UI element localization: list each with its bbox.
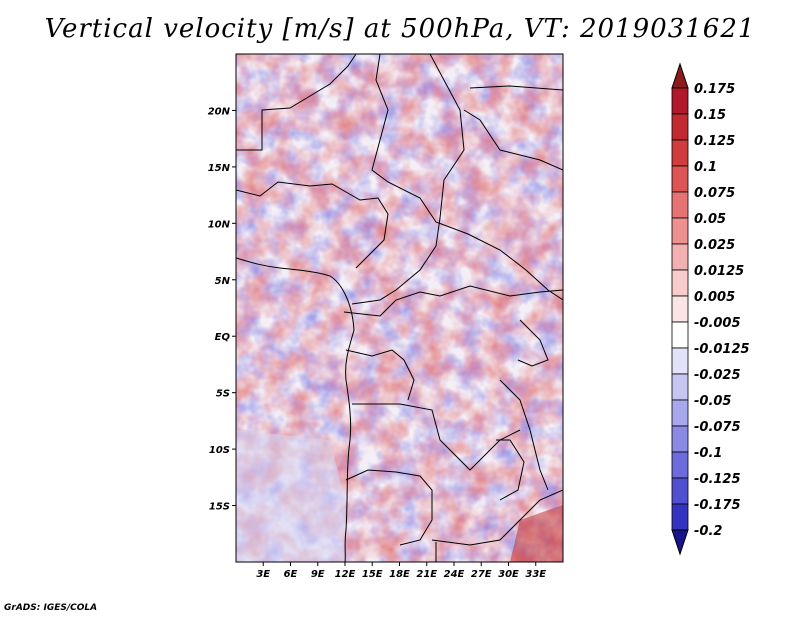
- colorbar-label: -0.1: [694, 446, 722, 461]
- colorbar-segment: [671, 373, 689, 401]
- colorbar-segment: [671, 243, 689, 271]
- colorbar-label: -0.005: [694, 316, 741, 331]
- colorbar-segment: [671, 399, 689, 427]
- country-borders: [236, 54, 563, 562]
- colorbar: 0.175 0.15 0.125 0.1 0.075 0.05 0.025 0.0125 0.0…: [671, 62, 750, 556]
- colorbar-label: 0.175: [694, 82, 735, 97]
- colorbar-segment: [671, 165, 689, 193]
- lon-tick-label: 12E: [335, 569, 356, 580]
- lat-tick-label: 10N: [208, 219, 231, 230]
- map-title: Vertical velocity [m/s] at 500hPa, VT: 2…: [44, 14, 756, 44]
- colorbar-label: 0.15: [694, 108, 726, 123]
- lon-tick-label: 24E: [444, 569, 465, 580]
- lon-tick-label: 3E: [256, 569, 270, 580]
- lat-tick-label: 15N: [208, 163, 231, 174]
- lat-tick-label: 20N: [208, 106, 231, 117]
- colorbar-label: 0.0125: [694, 264, 744, 279]
- colorbar-segment: [671, 139, 689, 167]
- colorbar-label: 0.025: [694, 238, 735, 253]
- lat-tick-label: 5S: [216, 389, 230, 400]
- colorbar-segment: [671, 217, 689, 245]
- colorbar-segment: [671, 425, 689, 453]
- colorbar-segment: [671, 295, 689, 323]
- lon-tick-label: 6E: [284, 569, 298, 580]
- lon-tick-label: 27E: [471, 569, 492, 580]
- grads-credit: GrADS: IGES/COLA: [4, 603, 98, 613]
- colorbar-label: -0.025: [694, 368, 741, 383]
- lat-tick-label: 5N: [215, 276, 231, 287]
- colorbar-label: 0.1: [694, 160, 717, 175]
- lon-tick-label: 33E: [525, 569, 546, 580]
- lon-tick-label: 21E: [416, 569, 437, 580]
- longitude-ticks: 3E 6E 9E 12E 15E 18E 21E 24E 27E 30E 33E: [256, 562, 546, 580]
- lon-tick-label: 30E: [498, 569, 519, 580]
- colorbar-segment: [671, 191, 689, 219]
- colorbar-label: -0.175: [694, 498, 741, 513]
- lat-tick-label: EQ: [215, 332, 231, 343]
- colorbar-label: 0.125: [694, 134, 735, 149]
- colorbar-segment: [671, 477, 689, 505]
- lon-tick-label: 15E: [362, 569, 383, 580]
- colorbar-label: -0.075: [694, 420, 741, 435]
- map-field: [236, 54, 563, 562]
- colorbar-label: 0.05: [694, 212, 726, 227]
- colorbar-label: 0.005: [694, 290, 735, 305]
- colorbar-segment: [671, 503, 689, 531]
- colorbar-segment: [671, 321, 689, 349]
- colorbar-label: -0.05: [694, 394, 731, 409]
- lon-tick-label: 18E: [389, 569, 410, 580]
- colorbar-min-arrow: [671, 529, 689, 556]
- colorbar-segment: [671, 269, 689, 297]
- colorbar-label: -0.125: [694, 472, 741, 487]
- colorbar-max-arrow: [671, 62, 689, 89]
- colorbar-label: -0.2: [694, 524, 722, 539]
- colorbar-label: 0.075: [694, 186, 735, 201]
- lat-tick-label: 15S: [209, 502, 230, 513]
- colorbar-segment: [671, 87, 689, 115]
- colorbar-label: -0.0125: [694, 342, 750, 357]
- lon-tick-label: 9E: [311, 569, 325, 580]
- colorbar-segment: [671, 451, 689, 479]
- colorbar-segment: [671, 347, 689, 375]
- lat-tick-label: 10S: [209, 445, 230, 456]
- colorbar-segment: [671, 113, 689, 141]
- latitude-ticks: 20N 15N 10N 5N EQ 5S 10S 15S: [208, 106, 236, 513]
